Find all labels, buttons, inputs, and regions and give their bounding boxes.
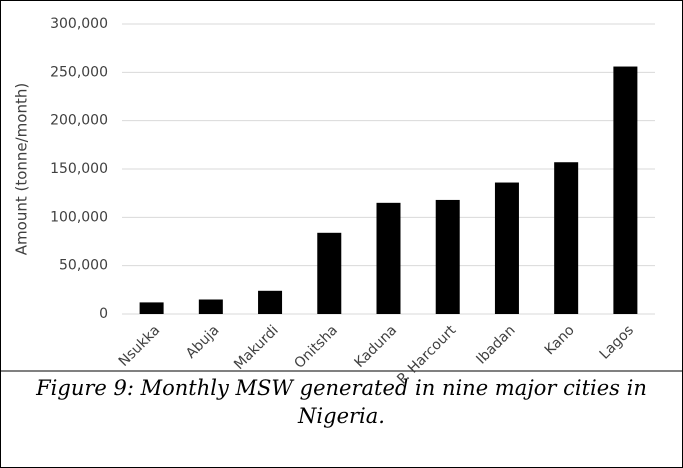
bar [435, 199, 460, 314]
bar [139, 302, 164, 314]
x-tick-label: Onitsha [291, 322, 341, 372]
x-tick-label: Ibadan [473, 322, 518, 367]
bar [317, 232, 342, 314]
y-tick-label: 300,000 [50, 16, 108, 32]
x-tick-label: Makurdi [231, 322, 282, 373]
y-tick-label: 250,000 [50, 64, 108, 80]
bar [494, 182, 519, 314]
y-tick-label: 150,000 [50, 161, 108, 177]
y-tick-label: 100,000 [50, 209, 108, 225]
x-tick-label: Kaduna [352, 322, 401, 371]
bar [613, 66, 638, 315]
y-tick-label: 50,000 [59, 258, 108, 274]
bar [258, 290, 283, 314]
bar [376, 202, 401, 314]
bar [554, 162, 579, 314]
y-axis-label: Amount (tonne/month) [13, 83, 31, 255]
x-tick-label: Kano [542, 322, 578, 358]
x-tick-label: Nsukka [116, 322, 164, 370]
y-tick-label: 200,000 [50, 113, 108, 129]
x-tick-label: Lagos [597, 322, 637, 362]
bar [198, 299, 223, 314]
y-tick-label: 0 [99, 306, 108, 322]
caption: Figure 9: Monthly MSW generated in nine … [36, 376, 647, 428]
x-tick-label: Abuja [183, 322, 222, 361]
